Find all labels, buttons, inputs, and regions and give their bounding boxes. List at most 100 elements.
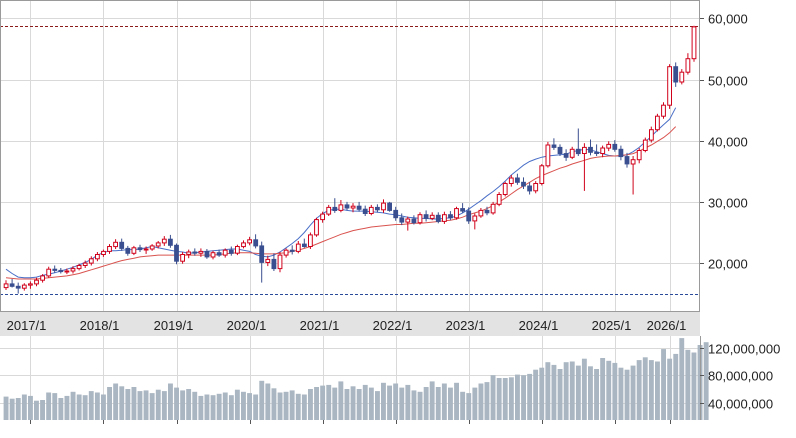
slow-moving-average-line (5, 126, 677, 280)
volume-bar (52, 393, 58, 420)
candle-body (606, 143, 612, 149)
volume-bar (393, 383, 399, 420)
volume-bar (70, 391, 76, 420)
volume-bar (661, 349, 666, 420)
candle-body (58, 269, 64, 273)
volume-bar (241, 391, 246, 420)
candle-body (82, 262, 88, 267)
candle-body (667, 66, 673, 106)
candle-body (691, 26, 697, 60)
candle-body (265, 258, 271, 263)
volume-bar (618, 367, 624, 420)
volume-bar (283, 391, 289, 420)
volume-bar (332, 387, 338, 420)
volume-bar (234, 389, 240, 420)
candle-body (241, 242, 246, 248)
volume-bar (28, 395, 33, 420)
candle-body (137, 247, 143, 251)
volume-bar (454, 382, 459, 420)
volume-bar (673, 353, 679, 420)
candle-body (423, 214, 429, 219)
volume-bar (34, 400, 39, 420)
candle-body (393, 209, 399, 219)
volume-bars (3, 338, 709, 420)
volume-bar (527, 373, 533, 420)
date-tick-label: 2025/1 (592, 318, 632, 333)
candle-body (655, 115, 660, 131)
candle-body (216, 252, 222, 256)
volume-bar (575, 365, 581, 420)
volume-bar (289, 390, 295, 420)
candle-body (362, 208, 368, 214)
candle-body (381, 202, 386, 211)
volume-bar (58, 398, 64, 420)
candle-body (9, 283, 15, 287)
candle-body (259, 245, 265, 263)
candle-body (442, 214, 447, 222)
volume-bar (155, 389, 161, 420)
volume-bar (301, 394, 307, 420)
candle-body (588, 146, 593, 153)
candle-body (521, 181, 526, 187)
candle-body (283, 249, 289, 256)
candle-body (594, 151, 600, 155)
volume-bar (101, 394, 106, 420)
candle-body (271, 258, 277, 270)
candle-body (466, 210, 472, 222)
volume-bar (533, 369, 539, 420)
volume-bar (40, 400, 45, 420)
price-tick-label: 50,000 (708, 74, 748, 89)
volume-tick-label: 40,000,000 (708, 397, 773, 412)
candle-body (168, 238, 173, 246)
volume-bar (460, 391, 466, 420)
candle-body (460, 208, 466, 212)
volume-bar (149, 393, 155, 420)
candle-body (295, 243, 301, 252)
candle-body (204, 250, 210, 258)
candle-body (247, 239, 252, 244)
candle-body (527, 185, 533, 192)
date-tick-label: 2017/1 (7, 318, 47, 333)
price-tick-label: 40,000 (708, 135, 748, 150)
candle-body (21, 284, 27, 289)
candle-body (411, 218, 417, 224)
volume-bar (448, 387, 453, 420)
candle-body (253, 239, 259, 247)
candle-body (563, 153, 569, 158)
volume-bar (107, 387, 112, 420)
candle-body (454, 208, 459, 219)
volume-bar (3, 396, 9, 420)
price-panel-background (0, 0, 700, 312)
volume-bar (624, 369, 630, 420)
candle-body (34, 279, 39, 285)
date-axis: 2017/1 2018/1 2019/1 2020/1 2021/1 2022/1 2023… (7, 318, 687, 333)
volume-bar (119, 386, 125, 420)
volume-bar (113, 383, 119, 420)
volume-bar (168, 383, 173, 420)
candle-body (679, 71, 685, 83)
volume-bar (441, 383, 447, 420)
candle-body (630, 159, 636, 165)
volume-bar (703, 342, 709, 420)
volume-bar (381, 382, 386, 420)
candle-body (673, 66, 679, 83)
volume-bar (545, 362, 551, 420)
volume-bar (679, 338, 685, 420)
candle-body (375, 206, 380, 211)
date-tick-label: 2023/1 (446, 318, 486, 333)
volume-bar (314, 387, 319, 420)
candle-body (95, 254, 100, 260)
candle-body (131, 247, 137, 254)
volume-bar (648, 360, 654, 420)
candle-body (478, 209, 484, 217)
volume-axis: 40,000,000 80,000,000 120,000,000 (700, 342, 780, 412)
volume-bar (502, 378, 508, 420)
candle-body (661, 104, 666, 117)
candle-body (533, 183, 539, 192)
volume-bar (222, 392, 228, 420)
volume-bar (588, 366, 593, 420)
candle-body (314, 219, 319, 236)
candle-body (101, 250, 106, 255)
candle-body (3, 283, 9, 289)
